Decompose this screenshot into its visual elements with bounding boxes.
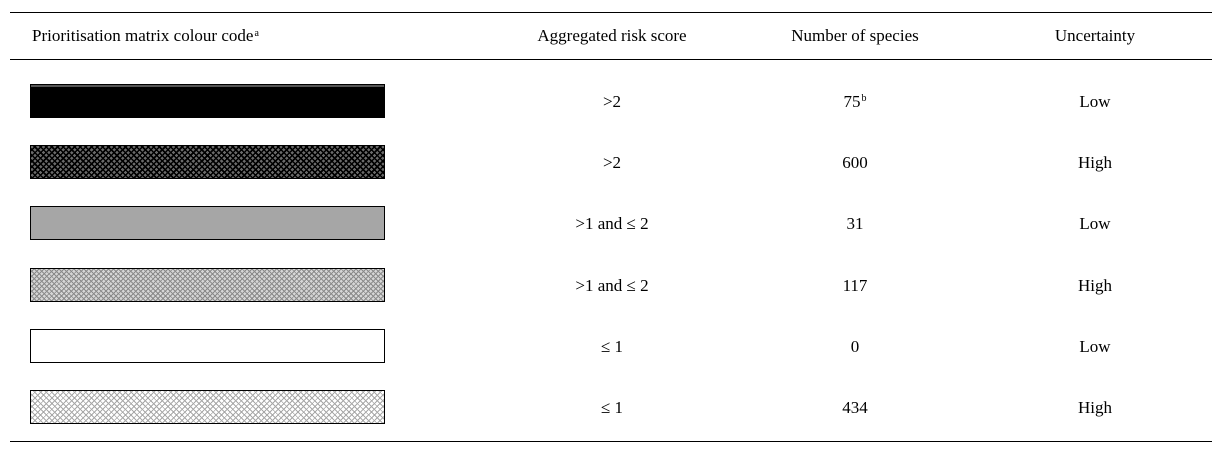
colour-swatch-cross-hatch-mid [30,268,385,302]
uncertainty-cell: High [1078,275,1112,295]
species-cell: 0 [850,336,860,356]
header-risk-score: Aggregated risk score [537,26,687,45]
colour-swatch-cross-hatch-light [30,390,385,424]
species-cell: 75 b [843,91,867,111]
table-row: >2 600 High [0,130,1222,194]
species-cell: 600 [842,152,868,172]
table-row: >2 75 b Low [0,69,1222,133]
colour-swatch-cross-hatch-dark [30,145,385,179]
table-row: >1 and ≤ 2 117 High [0,253,1222,317]
header-colour-code-label: Prioritisation matrix colour code [32,26,254,45]
risk-score-cell: ≤ 1 [600,336,624,356]
header-uncertainty: Uncertainty [1054,26,1136,45]
uncertainty-cell: Low [1079,336,1111,356]
risk-score-cell: >1 and ≤ 2 [575,275,649,295]
uncertainty-cell: Low [1079,91,1111,111]
colour-swatch-solid-black [30,84,385,118]
header-species: Number of species [791,26,919,45]
colour-swatch-solid-white [30,329,385,363]
species-cell: 117 [842,275,868,295]
table-top-rule [10,12,1212,13]
species-cell: 31 [846,213,864,233]
table-row: ≤ 1 0 Low [0,314,1222,378]
species-count: 75 [843,91,861,111]
uncertainty-cell: High [1078,152,1112,172]
table-row: >1 and ≤ 2 31 Low [0,191,1222,255]
uncertainty-cell: Low [1079,213,1111,233]
species-cell: 434 [842,397,868,417]
table-header-row: Prioritisation matrix colour code a Aggre… [0,12,1222,59]
header-bottom-rule [10,59,1212,60]
risk-score-cell: >2 [602,91,622,111]
risk-score-cell: >2 [602,152,622,172]
colour-swatch-solid-gray [30,206,385,240]
table-row: ≤ 1 434 High [0,375,1222,439]
risk-score-cell: ≤ 1 [600,397,624,417]
header-colour-code: Prioritisation matrix colour code a [32,26,259,45]
uncertainty-cell: High [1078,397,1112,417]
risk-score-cell: >1 and ≤ 2 [575,213,649,233]
table-bottom-rule [10,441,1212,442]
